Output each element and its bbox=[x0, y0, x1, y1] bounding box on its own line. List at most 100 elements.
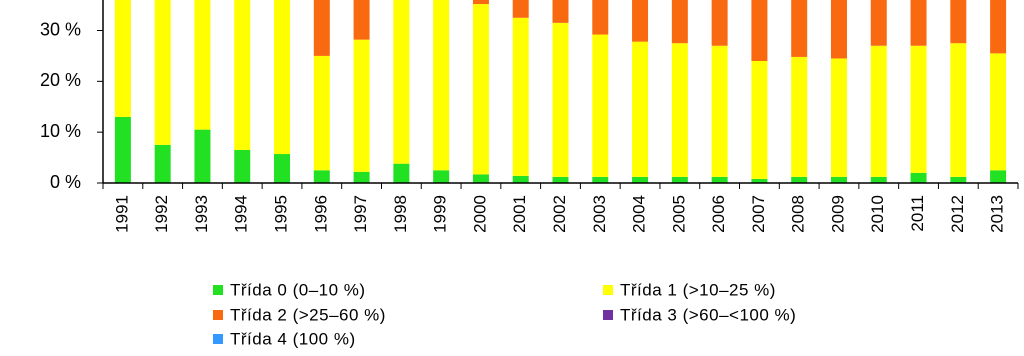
bar-segment bbox=[512, 0, 529, 18]
y-tick-label: 30 % bbox=[40, 19, 81, 39]
bar-segment bbox=[114, 0, 131, 117]
x-tick-label: 1995 bbox=[272, 195, 291, 233]
bar-segment bbox=[910, 45, 927, 173]
x-tick-label: 2003 bbox=[590, 195, 609, 233]
bar-segment bbox=[990, 0, 1007, 54]
bar-segment bbox=[671, 176, 688, 183]
bar-segment bbox=[472, 174, 489, 183]
bar-segment bbox=[791, 56, 808, 177]
x-tick-label: 1991 bbox=[112, 195, 131, 233]
x-tick-label: 1998 bbox=[391, 195, 410, 233]
y-tick-label: 20 % bbox=[40, 70, 81, 90]
legend-label: Třída 4 (100 %) bbox=[230, 329, 356, 348]
x-tick-label: 2008 bbox=[789, 195, 808, 233]
bar-segment bbox=[632, 176, 649, 183]
bar-segment bbox=[313, 0, 330, 56]
x-tick-label: 2013 bbox=[988, 195, 1007, 233]
bar-segment bbox=[791, 0, 808, 57]
x-tick-label: 1992 bbox=[152, 195, 171, 233]
bar-segment bbox=[592, 34, 609, 177]
bar-segment bbox=[830, 0, 847, 59]
x-tick-label: 1997 bbox=[351, 195, 370, 233]
bar-segment bbox=[751, 178, 768, 183]
plot-area bbox=[114, 0, 1007, 183]
x-tick-label: 1999 bbox=[431, 195, 450, 233]
x-tick-label: 2007 bbox=[749, 195, 768, 233]
bar-segment bbox=[592, 176, 609, 183]
bar-segment bbox=[353, 0, 370, 40]
bar-segment bbox=[274, 0, 291, 155]
bar-segment bbox=[870, 45, 887, 177]
bar-segment bbox=[632, 0, 649, 42]
bar-segment bbox=[512, 175, 529, 183]
bar-segment bbox=[353, 171, 370, 183]
legend-label: Třída 3 (>60–<100 %) bbox=[620, 305, 796, 324]
bar-segment bbox=[552, 0, 569, 23]
x-tick-label: 2010 bbox=[868, 195, 887, 233]
legend-label: Třída 2 (>25–60 %) bbox=[230, 305, 386, 324]
bar-segment bbox=[592, 0, 609, 35]
bar-segment bbox=[234, 0, 251, 150]
bar-segment bbox=[671, 43, 688, 177]
bar-segment bbox=[114, 116, 131, 183]
bar-segment bbox=[711, 176, 728, 183]
bar-segment bbox=[711, 0, 728, 46]
y-tick-label: 0 % bbox=[50, 172, 81, 192]
bar-segment bbox=[910, 172, 927, 183]
x-tick-label: 2000 bbox=[470, 195, 489, 233]
bar-segment bbox=[194, 129, 211, 183]
bar-segment bbox=[950, 0, 967, 44]
bar-segment bbox=[830, 58, 847, 177]
bar-segment bbox=[472, 4, 489, 175]
y-tick-label: 10 % bbox=[40, 121, 81, 141]
bar-segment bbox=[234, 149, 251, 183]
bar-segment bbox=[552, 176, 569, 183]
legend-label: Třída 0 (0–10 %) bbox=[230, 280, 366, 299]
bar-segment bbox=[671, 0, 688, 44]
bar-segment bbox=[990, 53, 1007, 171]
bar-segment bbox=[313, 170, 330, 183]
bar-segment bbox=[393, 163, 410, 183]
bar-segment bbox=[552, 22, 569, 177]
x-tick-label: 2009 bbox=[828, 195, 847, 233]
bar-segment bbox=[353, 39, 370, 172]
bar-segment bbox=[433, 0, 450, 171]
x-tick-label: 2004 bbox=[630, 195, 649, 233]
bar-segment bbox=[791, 176, 808, 183]
bar-segment bbox=[393, 0, 410, 164]
bar-segment bbox=[830, 176, 847, 183]
legend-label: Třída 1 (>10–25 %) bbox=[620, 280, 776, 299]
bar-segment bbox=[154, 144, 171, 183]
bar-segment bbox=[950, 43, 967, 177]
legend-swatch bbox=[603, 310, 613, 320]
x-tick-label: 2001 bbox=[510, 195, 529, 233]
bar-segment bbox=[632, 41, 649, 177]
bar-segment bbox=[870, 176, 887, 183]
bar-segment bbox=[751, 61, 768, 179]
legend-swatch bbox=[213, 310, 223, 320]
bar-segment bbox=[990, 170, 1007, 183]
x-tick-label: 1996 bbox=[311, 195, 330, 233]
bar-segment bbox=[751, 0, 768, 61]
x-tick-label: 2005 bbox=[669, 195, 688, 233]
legend-swatch bbox=[213, 334, 223, 344]
x-tick-label: 2011 bbox=[908, 195, 927, 232]
bar-segment bbox=[950, 176, 967, 183]
bar-segment bbox=[512, 17, 529, 176]
x-tick-label: 1994 bbox=[232, 195, 251, 233]
x-tick-label: 1993 bbox=[192, 195, 211, 233]
bar-segment bbox=[472, 0, 489, 5]
bar-segment bbox=[313, 55, 330, 171]
legend-swatch bbox=[603, 285, 613, 295]
x-tick-label: 2002 bbox=[550, 195, 569, 233]
bar-segment bbox=[433, 170, 450, 183]
x-tick-label: 2006 bbox=[709, 195, 728, 233]
bar-segment bbox=[870, 0, 887, 46]
x-tick-label: 2012 bbox=[948, 195, 967, 233]
bar-segment bbox=[154, 0, 171, 145]
bar-segment bbox=[910, 0, 927, 46]
bar-segment bbox=[711, 45, 728, 177]
legend-swatch bbox=[213, 285, 223, 295]
bar-segment bbox=[274, 154, 291, 183]
